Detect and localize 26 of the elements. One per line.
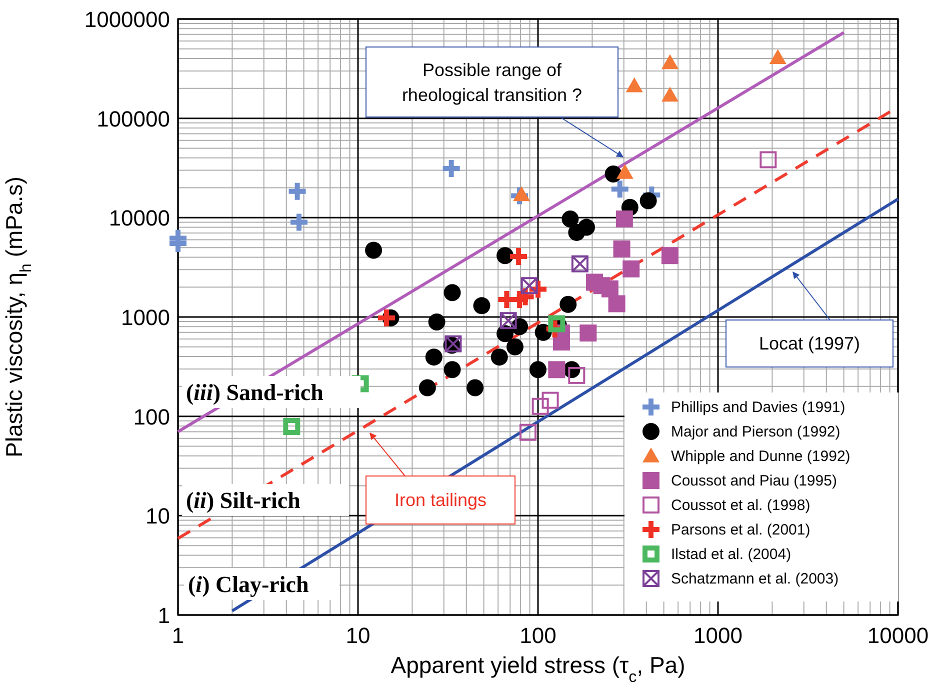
annotation: Locat (1997) — [758, 334, 860, 354]
x-axis-title: Apparent yield stress (τ$_{c}$, Pa) — [390, 652, 686, 686]
y-tick-label: 1 — [158, 603, 170, 628]
annotation: (iii) Sand-rich — [186, 380, 324, 405]
y-tick-label: 10000 — [108, 206, 170, 231]
annotation: (i) Clay-rich — [188, 572, 309, 597]
legend-label: Whipple and Dunne (1992) — [671, 448, 850, 465]
y-tick-label: 100 — [133, 404, 170, 430]
legend-label: Phillips and Davies (1991) — [671, 399, 846, 416]
legend-label: Major and Pierson (1992) — [671, 424, 840, 440]
legend-label: Parsons et al. (2001) — [671, 522, 810, 538]
y-tick-label: 10 — [146, 504, 170, 529]
x-tick-label: 1000 — [694, 623, 742, 648]
y-tick-label: 100000 — [96, 106, 170, 132]
x-tick-label: 10000 — [867, 623, 929, 648]
x-tick-label: 10 — [346, 623, 370, 648]
legend-label: Ilstad et al. (2004) — [671, 546, 792, 563]
legend-label: Schatzmann et al. (2003) — [671, 570, 839, 588]
legend-label: Coussot et al. (1998) — [671, 497, 810, 514]
legend-label: Coussot and Piau (1995) — [671, 472, 837, 490]
annotation: Iron tailings — [394, 490, 487, 510]
y-tick-label: 1000 — [121, 305, 170, 330]
x-tick-label: 100 — [520, 623, 556, 648]
annotation: (ii) Silt-rich — [186, 488, 301, 513]
annotation: Possible range of rheological transition ? — [402, 60, 582, 105]
y-tick-label: 1000000 — [84, 7, 170, 32]
